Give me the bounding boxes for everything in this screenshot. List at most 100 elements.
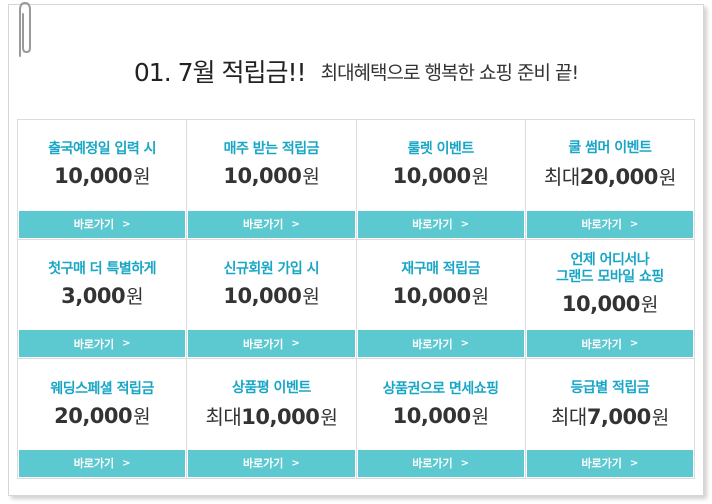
- benefit-title: 재구매 적립금: [401, 260, 480, 277]
- benefit-title: 룰렛 이벤트: [407, 141, 474, 158]
- benefit-amount: 최대7,000원: [551, 401, 669, 430]
- benefit-amount: 최대20,000원: [544, 161, 676, 190]
- go-button-label: 바로가기: [242, 218, 284, 232]
- currency-unit: 원: [471, 166, 489, 189]
- amount-value: 7,000: [586, 404, 651, 429]
- chevron-right-icon: >: [122, 218, 131, 230]
- currency-unit: 원: [471, 405, 489, 428]
- benefit-title: 상품평 이벤트: [232, 379, 311, 396]
- benefit-title: 신규회원 가입 시: [223, 260, 320, 277]
- benefit-card-body: 첫구매 더 특별하게 3,000원: [18, 240, 186, 331]
- benefit-amount: 10,000원: [392, 162, 490, 189]
- benefit-amount: 3,000원: [61, 282, 143, 309]
- amount-value: 10,000: [561, 292, 641, 317]
- benefit-title: 쿨 썸머 이벤트: [568, 140, 652, 157]
- coupon-board: 01. 7월 적립금!! 최대혜택으로 행복한 쇼핑 준비 끝! 출국예정일 입…: [8, 4, 704, 496]
- amount-value: 3,000: [61, 283, 126, 308]
- benefit-title: 웨딩스페셜 적립금: [50, 380, 154, 397]
- benefit-title: 첫구매 더 특별하게: [48, 260, 157, 277]
- chevron-right-icon: >: [460, 457, 470, 469]
- amount-value: 10,000: [223, 164, 302, 189]
- go-button[interactable]: 바로가기 >: [19, 330, 186, 358]
- benefit-card-body: 신규회원 가입 시 10,000원: [187, 240, 355, 331]
- go-button-label: 바로가기: [581, 218, 622, 232]
- benefit-card-body: 출국예정일 입력 시 10,000원: [18, 120, 186, 211]
- amount-value: 10,000: [392, 283, 472, 308]
- chevron-right-icon: >: [629, 218, 639, 230]
- benefit-amount: 10,000원: [393, 402, 490, 429]
- go-button[interactable]: 바로가기 >: [188, 210, 355, 238]
- go-button-label: 바로가기: [581, 337, 622, 351]
- amount-prefix: 최대: [551, 404, 587, 429]
- chevron-right-icon: >: [291, 457, 300, 469]
- amount-value: 10,000: [54, 164, 133, 189]
- go-button[interactable]: 바로가기 >: [526, 330, 693, 358]
- currency-unit: 원: [658, 167, 676, 190]
- page-subtitle: 최대혜택으로 행복한 쇼핑 준비 끝!: [320, 61, 579, 84]
- go-button[interactable]: 바로가기 >: [526, 210, 693, 238]
- benefit-card-body: 상품권으로 면세쇼핑 10,000원: [357, 359, 525, 450]
- benefit-title: 매주 받는 적립금: [223, 141, 320, 158]
- chevron-right-icon: >: [629, 338, 639, 350]
- benefit-card-body: 룰렛 이벤트 10,000원: [357, 120, 525, 211]
- benefit-amount: 최대10,000원: [205, 401, 337, 430]
- benefit-amount: 10,000원: [561, 290, 659, 317]
- chevron-right-icon: >: [460, 218, 470, 230]
- benefit-amount: 10,000원: [392, 282, 490, 309]
- currency-unit: 원: [302, 285, 320, 308]
- benefit-title: 등급별 적립금: [570, 379, 650, 396]
- go-button[interactable]: 바로가기 >: [19, 449, 186, 477]
- benefit-card-body: 매주 받는 적립금 10,000원: [187, 120, 355, 211]
- page-title: 01. 7월 적립금!!: [133, 58, 307, 87]
- benefit-card-body: 웨딩스페셜 적립금 20,000원: [18, 359, 186, 450]
- go-button[interactable]: 바로가기 >: [357, 330, 524, 358]
- benefit-amount: 20,000원: [54, 402, 151, 429]
- go-button-label: 바로가기: [73, 457, 115, 471]
- go-button[interactable]: 바로가기 >: [19, 210, 186, 238]
- benefit-title: 상품권으로 면세쇼핑: [382, 380, 499, 397]
- go-button-label: 바로가기: [242, 337, 284, 351]
- benefit-amount: 10,000원: [223, 282, 320, 309]
- benefit-grid: 출국예정일 입력 시 10,000원 바로가기 > 매주 받는 적립금 10,000원 바로…: [17, 119, 695, 479]
- currency-unit: 원: [320, 406, 338, 429]
- currency-unit: 원: [651, 406, 669, 429]
- go-button[interactable]: 바로가기 >: [357, 210, 524, 238]
- currency-unit: 원: [302, 166, 320, 189]
- benefit-card-body: 재구매 적립금 10,000원: [357, 240, 525, 331]
- currency-unit: 원: [640, 294, 658, 317]
- benefit-amount: 10,000원: [223, 162, 320, 189]
- go-button-label: 바로가기: [73, 218, 115, 232]
- currency-unit: 원: [133, 405, 151, 428]
- chevron-right-icon: >: [122, 338, 131, 350]
- amount-value: 10,000: [223, 283, 302, 308]
- go-button[interactable]: 바로가기 >: [526, 449, 693, 477]
- go-button[interactable]: 바로가기 >: [357, 449, 524, 477]
- go-button[interactable]: 바로가기 >: [188, 330, 355, 358]
- go-button-label: 바로가기: [412, 218, 453, 232]
- go-button[interactable]: 바로가기 >: [188, 449, 355, 477]
- go-button-label: 바로가기: [581, 457, 622, 471]
- go-button-label: 바로가기: [73, 337, 115, 351]
- page-header: 01. 7월 적립금!! 최대혜택으로 행복한 쇼핑 준비 끝!: [9, 53, 703, 101]
- currency-unit: 원: [133, 166, 151, 189]
- amount-value: 20,000: [579, 165, 659, 190]
- amount-prefix: 최대: [205, 404, 242, 429]
- go-button-label: 바로가기: [412, 337, 453, 351]
- currency-unit: 원: [471, 285, 489, 308]
- chevron-right-icon: >: [291, 218, 300, 230]
- amount-value: 10,000: [392, 164, 472, 189]
- paperclip-icon: [19, 1, 31, 57]
- benefit-card-body: 언제 어디서나 그랜드 모바일 쇼핑 10,000원: [526, 240, 694, 331]
- benefit-title: 언제 어디서나 그랜드 모바일 쇼핑: [555, 252, 664, 286]
- chevron-right-icon: >: [629, 457, 639, 469]
